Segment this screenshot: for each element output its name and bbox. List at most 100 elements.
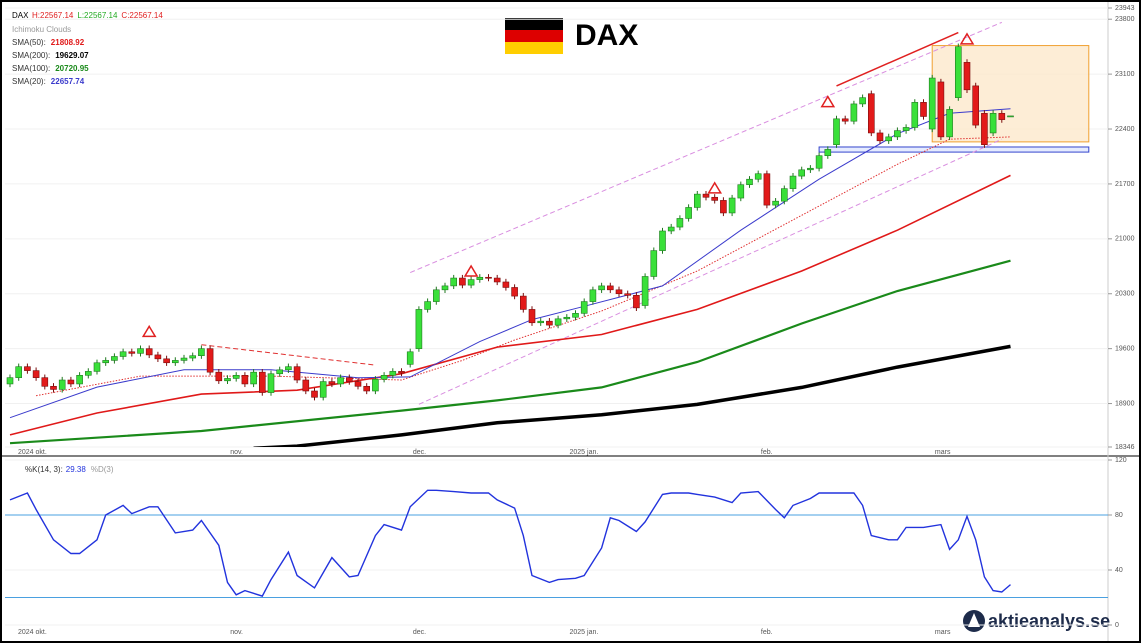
candle-body — [502, 281, 510, 288]
candle-body — [615, 289, 623, 295]
candle-body — [798, 169, 806, 177]
candle-body — [328, 381, 336, 385]
line-series — [253, 344, 1011, 447]
candle-body — [485, 276, 492, 279]
candle-body — [780, 188, 788, 202]
candle-body — [659, 230, 666, 251]
candle-body — [206, 348, 214, 373]
ohlc-label: H:22567.14 — [32, 11, 74, 20]
candle-body — [363, 385, 371, 392]
candle-body — [859, 97, 866, 105]
candle-body — [685, 207, 692, 219]
candle-body — [606, 285, 614, 291]
y-tick-label: 23943 — [1115, 5, 1135, 12]
candle-body — [93, 362, 101, 372]
candle-body — [711, 196, 719, 201]
legend-value: 19629.07 — [55, 51, 89, 60]
candle-body — [154, 354, 162, 360]
candle-body — [528, 309, 536, 324]
legend-entry: Ichimoku Clouds — [12, 25, 71, 34]
candle-body — [337, 377, 344, 385]
candle-body — [511, 287, 518, 297]
candle-body — [345, 377, 353, 382]
candle-body — [546, 320, 553, 326]
candle-body — [954, 46, 962, 98]
candle-body — [180, 357, 188, 361]
candle-body — [172, 360, 179, 364]
candle-body — [624, 293, 632, 296]
y-tick-label: 120 — [1115, 457, 1127, 464]
legend-value: 20720.95 — [55, 64, 89, 73]
y-tick-label: 21000 — [1115, 236, 1135, 243]
candle-body — [789, 175, 797, 189]
candle-body — [572, 313, 579, 318]
candle-body — [580, 301, 588, 314]
legend-value: 29.38 — [66, 465, 87, 474]
x-tick-label: dec. — [413, 449, 426, 456]
y-tick-label: 20300 — [1115, 291, 1135, 298]
legend-value: 22657.74 — [51, 77, 85, 86]
candle-body — [728, 197, 736, 214]
candle-body — [554, 318, 562, 326]
candle-body — [876, 132, 884, 142]
candle-body — [737, 184, 745, 199]
candle-body — [137, 348, 144, 354]
candle-body — [702, 193, 710, 198]
candle-body — [432, 289, 440, 302]
signal — [463, 264, 479, 277]
legend-entry: SMA(200): — [12, 51, 50, 60]
candle-body — [398, 371, 405, 374]
candle-body — [372, 378, 379, 392]
candle-body — [189, 355, 196, 359]
candle-body — [920, 102, 927, 117]
candle-body — [267, 373, 275, 393]
flag — [505, 18, 563, 54]
x-tick-label: mars — [935, 629, 951, 636]
line-series — [9, 259, 1011, 445]
candle-body — [380, 375, 388, 380]
line-series — [9, 174, 1011, 436]
candle-body — [145, 348, 153, 356]
candle-body — [128, 351, 136, 354]
symbol: DAX — [12, 11, 29, 20]
ohlc-label: L:22567.14 — [77, 11, 118, 20]
signal — [707, 181, 723, 194]
candle-body — [633, 295, 640, 309]
y-tick-label: 21700 — [1115, 181, 1135, 188]
candle-body — [459, 277, 466, 286]
x-tick-label: feb. — [761, 629, 773, 636]
candle-body — [841, 118, 849, 122]
candle-body — [894, 130, 901, 138]
candle-body — [981, 113, 988, 146]
candle-body — [293, 366, 301, 381]
candle-body — [58, 379, 66, 390]
candle-body — [519, 295, 527, 310]
candle-body — [763, 173, 771, 206]
chart-title: DAX — [575, 19, 638, 52]
legend-entry: SMA(20): — [12, 77, 46, 86]
x-tick-label: mars — [935, 449, 951, 456]
candle-body — [302, 379, 310, 392]
candle-body — [563, 316, 571, 320]
candle-body — [598, 285, 605, 291]
candle-body — [285, 366, 292, 371]
candle-body — [198, 348, 205, 357]
y-tick-label: 19600 — [1115, 345, 1135, 352]
y-tick-label: 18900 — [1115, 400, 1135, 407]
y-tick-label: 22400 — [1115, 126, 1135, 133]
candle-body — [937, 81, 945, 138]
x-tick-label: feb. — [761, 449, 773, 456]
candle-body — [424, 301, 431, 310]
candle-body — [537, 320, 545, 324]
y-tick-label: 40 — [1115, 567, 1123, 574]
candle-body — [476, 276, 484, 280]
candle-body — [493, 277, 501, 283]
candle-body — [676, 218, 684, 228]
candle-body — [911, 102, 919, 128]
candle-body — [807, 167, 814, 171]
x-tick-label: 2024 okt. — [18, 449, 47, 456]
legend-entry: SMA(100): — [12, 64, 50, 73]
logo-text: aktieanalys.se — [988, 611, 1110, 631]
signal — [820, 95, 836, 108]
